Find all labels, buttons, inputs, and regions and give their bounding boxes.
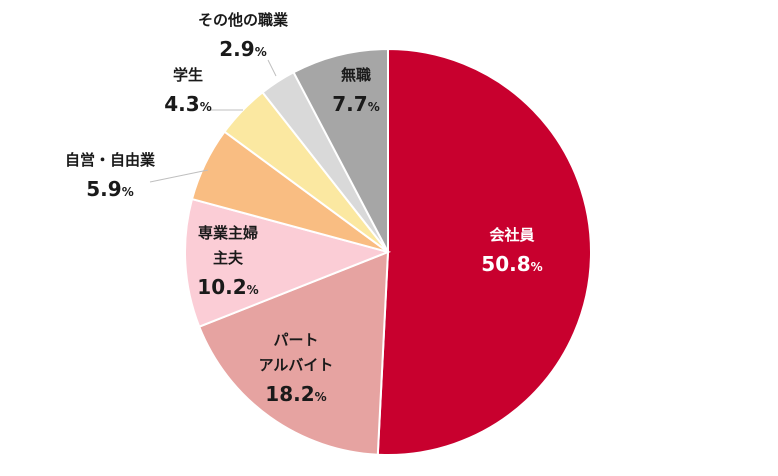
pie-slice-6 bbox=[292, 47, 389, 253]
slice-label-5: その他の職業 2.9% bbox=[198, 11, 289, 61]
pie-slices bbox=[184, 47, 592, 456]
slice-labels: 会社員 50.8% パートアルバイト 18.2%専業主婦主夫 10.2% 自営・自由業 5.… bbox=[65, 11, 543, 406]
slice-label-3: 自営・自由業 5.9% bbox=[65, 151, 156, 201]
leader-line-5 bbox=[267, 59, 277, 77]
slice-label-2: 専業主婦主夫 10.2% bbox=[197, 224, 258, 299]
slice-label-0: 会社員 50.8% bbox=[481, 226, 542, 276]
pie-slice-2 bbox=[184, 197, 392, 329]
leader-line-3 bbox=[149, 169, 209, 183]
pie-slice-0 bbox=[376, 47, 592, 456]
slice-label-6: 無職 7.7% bbox=[332, 66, 379, 116]
slice-label-1: パートアルバイト 18.2% bbox=[259, 331, 334, 406]
slice-label-4: 学生 4.3% bbox=[164, 66, 211, 116]
leader-lines bbox=[149, 59, 277, 183]
pie-slice-1 bbox=[197, 250, 390, 456]
